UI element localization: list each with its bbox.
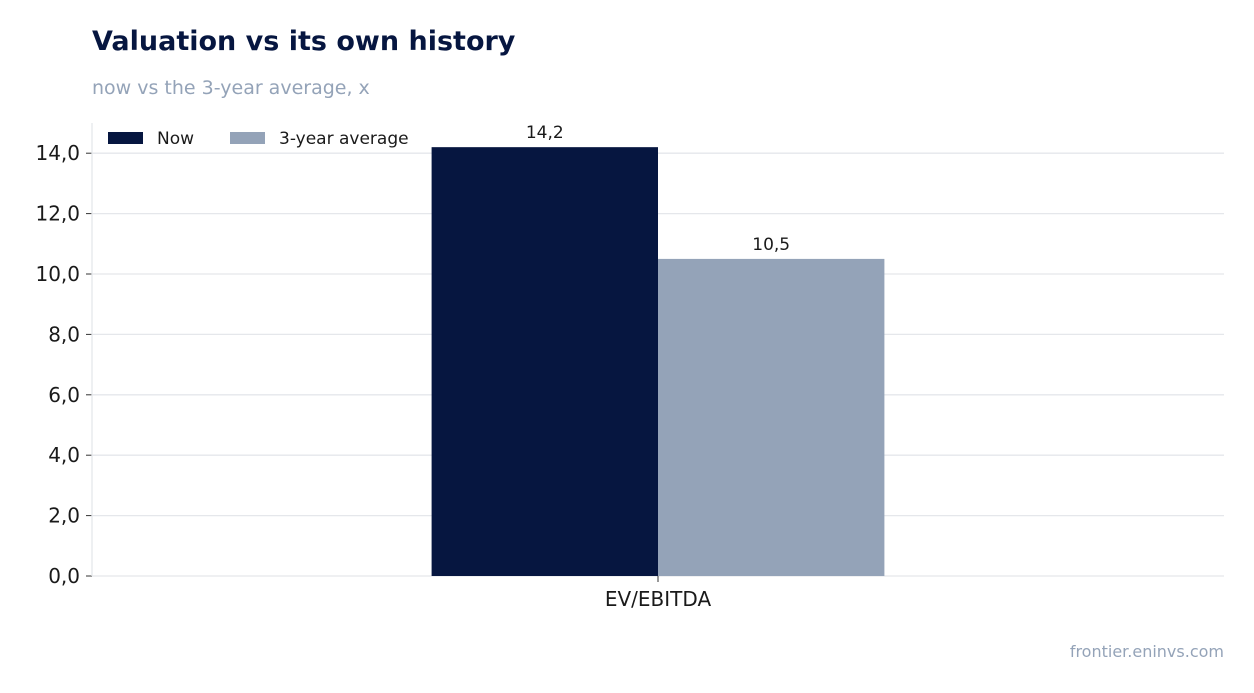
legend-swatch (230, 132, 265, 144)
bar-now (431, 147, 658, 576)
axes: 0,0 2,0 4,0 6,0 8,0 10,0 12,0 14,0 EV/EBITDA (35, 123, 711, 611)
x-tick-label: EV/EBITDA (605, 587, 712, 611)
legend: Now 3-year average (108, 129, 409, 149)
data-label: 10,5 (752, 235, 790, 255)
legend-label: 3-year average (279, 129, 409, 149)
y-tick-label: 2,0 (48, 504, 80, 528)
y-tick-label: 8,0 (48, 322, 80, 346)
source-credit: frontier.eninvs.com (1069, 642, 1224, 661)
data-label: 14,2 (526, 123, 564, 143)
y-tick-label: 12,0 (35, 202, 80, 226)
y-tick-label: 4,0 (48, 443, 80, 467)
y-tick-label: 0,0 (48, 564, 80, 588)
y-tick-label: 14,0 (35, 141, 80, 165)
chart-title: Valuation vs its own history (92, 26, 516, 57)
y-tick-label: 6,0 (48, 383, 80, 407)
legend-swatch (108, 132, 143, 144)
legend-label: Now (157, 129, 194, 149)
bar-average (658, 258, 885, 576)
y-tick-label: 10,0 (35, 262, 80, 286)
data-labels: 14,2 10,5 (526, 123, 790, 255)
bars (431, 147, 885, 576)
chart-subtitle: now vs the 3-year average, x (92, 77, 370, 99)
